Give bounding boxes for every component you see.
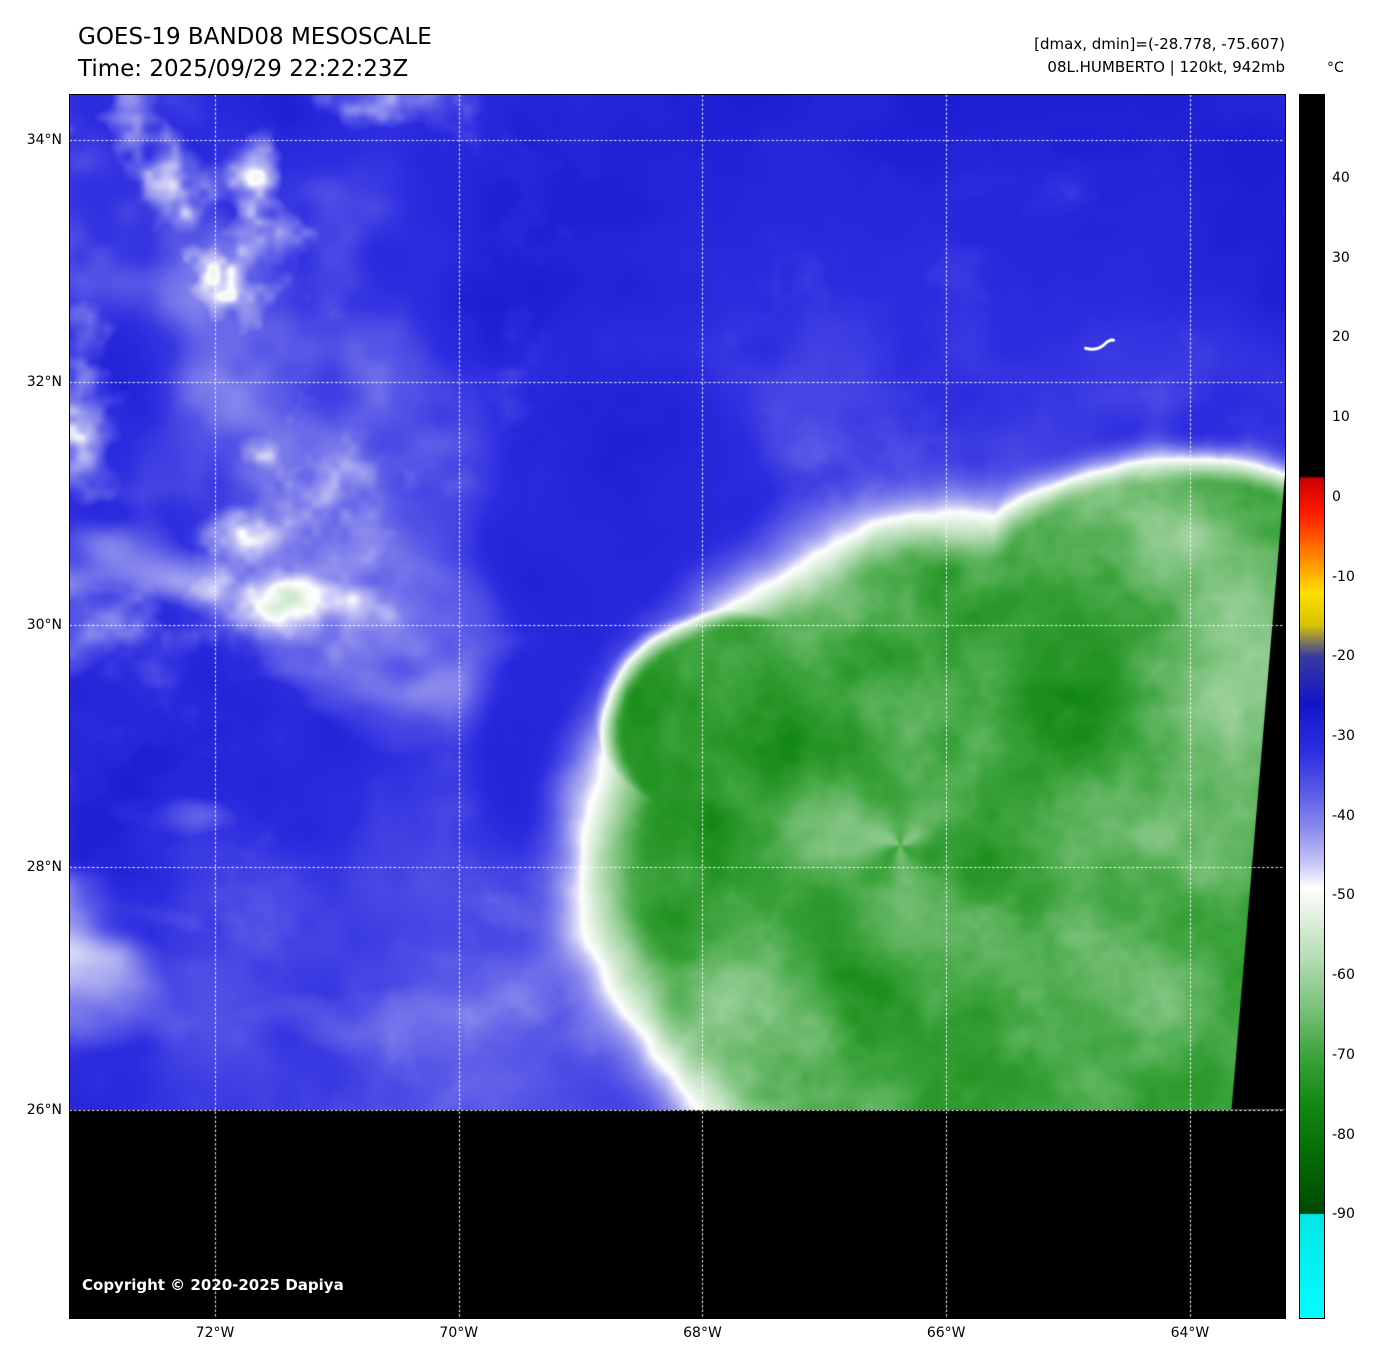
colorbar-tick-label: 30: [1332, 249, 1350, 266]
dmax-dmin-readout: [dmax, dmin]=(-28.778, -75.607): [1034, 35, 1285, 53]
page-title: GOES-19 BAND08 MESOSCALE: [78, 24, 432, 50]
storm-info: 08L.HUMBERTO | 120kt, 942mb: [1047, 57, 1285, 76]
lat-tick-label: 32°N: [26, 374, 62, 391]
colorbar-tick-label: -60: [1332, 967, 1355, 984]
colorbar-unit-label: °C: [1327, 60, 1344, 76]
colorbar-tick-label: 40: [1332, 169, 1350, 186]
temperature-colorbar: [1299, 94, 1325, 1319]
lon-tick-label: 64°W: [1170, 1325, 1210, 1341]
colorbar-tick-label: -40: [1332, 807, 1355, 824]
colorbar-tick-label: -20: [1332, 648, 1355, 665]
colorbar-tick-label: 20: [1332, 329, 1350, 346]
colorbar-tick-label: 10: [1332, 409, 1350, 426]
colorbar-tick-label: -90: [1332, 1206, 1355, 1223]
lat-tick-label: 28°N: [26, 859, 62, 876]
colorbar-tick-label: -10: [1332, 568, 1355, 585]
lon-tick-label: 70°W: [439, 1325, 479, 1341]
timestamp: Time: 2025/09/29 22:22:23Z: [78, 56, 409, 82]
satellite-map-frame: Copyright © 2020-2025 Dapiya: [69, 94, 1286, 1319]
colorbar-tick-label: 0: [1332, 488, 1341, 505]
lat-tick-label: 30°N: [26, 616, 62, 633]
copyright-label: Copyright © 2020-2025 Dapiya: [82, 1276, 344, 1294]
satellite-image-canvas: [70, 95, 1285, 1318]
readout-block: [dmax, dmin]=(-28.778, -75.607) 08L.HUMB…: [1034, 33, 1285, 78]
lat-tick-label: 34°N: [26, 131, 62, 148]
lat-tick-label: 26°N: [26, 1101, 62, 1118]
lon-tick-label: 72°W: [195, 1325, 235, 1341]
lon-tick-label: 68°W: [683, 1325, 722, 1341]
colorbar-tick-label: -30: [1332, 727, 1355, 744]
colorbar-tick-label: -80: [1332, 1126, 1355, 1143]
lon-tick-label: 66°W: [926, 1325, 966, 1341]
colorbar-tick-label: -70: [1332, 1046, 1355, 1063]
colorbar-tick-label: -50: [1332, 887, 1355, 904]
